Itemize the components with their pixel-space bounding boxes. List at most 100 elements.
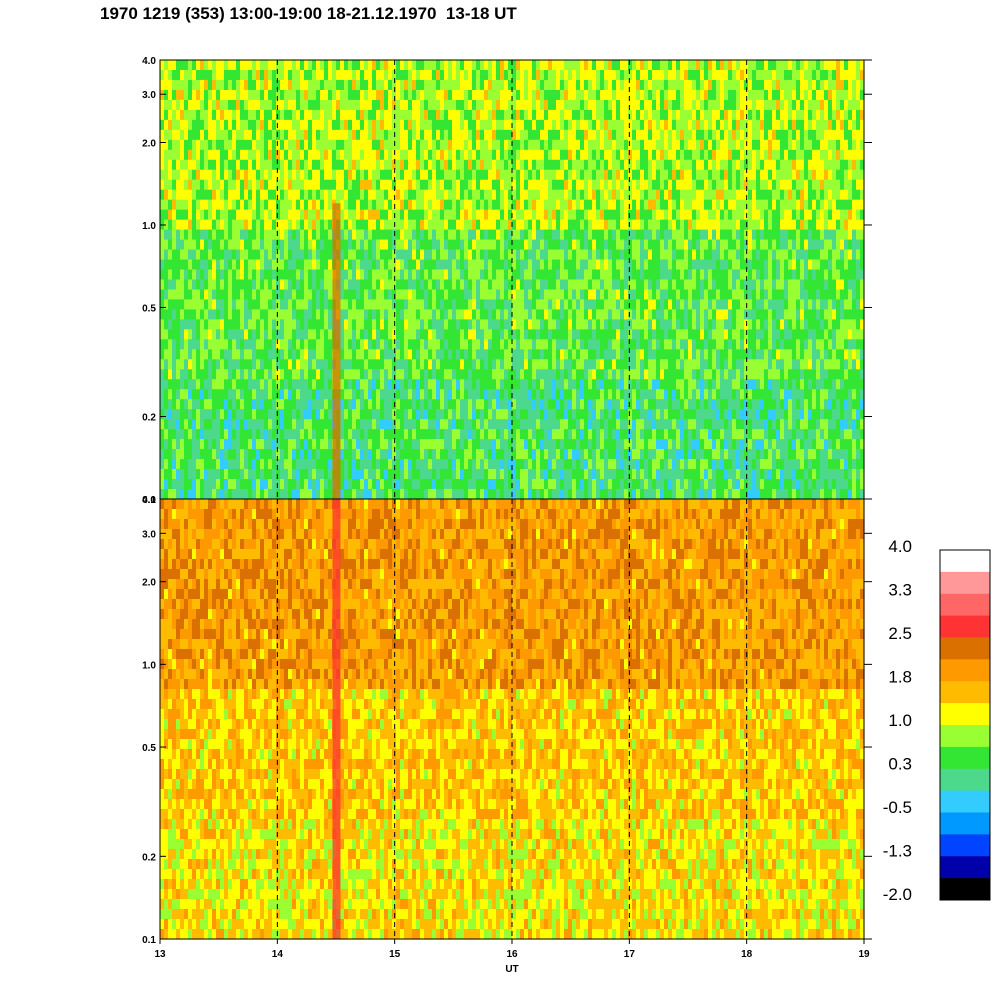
- heatmap-cell: [500, 139, 505, 151]
- heatmap-cell: [356, 259, 361, 271]
- heatmap-cell: [380, 269, 385, 281]
- heatmap-cell: [484, 199, 489, 211]
- heatmap-cell: [168, 389, 173, 400]
- heatmap-cell: [528, 359, 533, 370]
- heatmap-cell: [532, 369, 537, 380]
- heatmap-cell: [488, 69, 493, 81]
- heatmap-cell: [312, 139, 317, 151]
- heatmap-cell: [228, 339, 233, 350]
- heatmap-cell: [312, 259, 317, 271]
- heatmap-cell: [316, 129, 321, 141]
- heatmap-cell: [276, 449, 281, 460]
- heatmap-cell: [524, 479, 529, 490]
- heatmap-cell: [448, 189, 453, 201]
- heatmap-cell: [464, 419, 469, 430]
- heatmap-cell: [576, 409, 581, 420]
- heatmap-cell: [340, 169, 345, 181]
- heatmap-cell: [448, 379, 453, 390]
- heatmap-cell: [304, 319, 309, 330]
- heatmap-cell: [540, 299, 545, 311]
- heatmap-cell: [492, 69, 497, 81]
- heatmap-cell: [300, 339, 305, 350]
- heatmap-cell: [280, 299, 285, 311]
- heatmap-cell: [352, 469, 357, 480]
- heatmap-cell: [284, 359, 289, 370]
- heatmap-cell: [344, 399, 349, 410]
- heatmap-cell: [608, 299, 613, 311]
- heatmap-cell: [164, 89, 169, 101]
- heatmap-cell: [360, 89, 365, 101]
- heatmap-cell: [180, 179, 185, 191]
- heatmap-cell: [172, 199, 177, 211]
- heatmap-cell: [224, 179, 229, 191]
- heatmap-cell: [608, 389, 613, 400]
- heatmap-cell: [284, 259, 289, 271]
- heatmap-cell: [320, 459, 325, 470]
- heatmap-cell: [588, 199, 593, 211]
- heatmap-cell: [216, 129, 221, 141]
- heatmap-cell: [324, 439, 329, 450]
- heatmap-cell: [548, 439, 553, 450]
- heatmap-cell: [196, 369, 201, 380]
- heatmap-cell: [604, 89, 609, 101]
- heatmap-cell: [564, 449, 569, 460]
- heatmap-cell: [180, 389, 185, 400]
- heatmap-cell: [208, 109, 213, 121]
- heatmap-cell: [236, 129, 241, 141]
- heatmap-cell: [520, 79, 525, 91]
- heatmap-cell: [344, 119, 349, 131]
- heatmap-cell: [492, 179, 497, 191]
- heatmap-cell: [368, 249, 373, 261]
- heatmap-cell: [484, 349, 489, 360]
- heatmap-cell: [360, 239, 365, 251]
- heatmap-cell: [360, 129, 365, 141]
- heatmap-cell: [364, 60, 369, 71]
- heatmap-cell: [244, 109, 249, 121]
- heatmap-cell: [228, 139, 233, 151]
- heatmap-cell: [400, 149, 405, 161]
- heatmap-cell: [424, 239, 429, 251]
- heatmap-cell: [436, 269, 441, 281]
- heatmap-cell: [400, 359, 405, 370]
- heatmap-cell: [384, 269, 389, 281]
- heatmap-cell: [256, 69, 261, 81]
- heatmap-cell: [460, 139, 465, 151]
- heatmap-cell: [252, 469, 257, 480]
- heatmap-cell: [296, 119, 301, 131]
- heatmap-cell: [480, 329, 485, 340]
- heatmap-cell: [440, 209, 445, 221]
- heatmap-cell: [596, 169, 601, 181]
- heatmap-cell: [396, 429, 401, 440]
- heatmap-cell: [356, 179, 361, 191]
- heatmap-cell: [316, 379, 321, 390]
- heatmap-cell: [576, 339, 581, 350]
- heatmap-cell: [584, 229, 589, 241]
- heatmap-cell: [468, 419, 473, 430]
- heatmap-cell: [448, 389, 453, 400]
- heatmap-cell: [540, 109, 545, 121]
- heatmap-cell: [580, 60, 585, 71]
- heatmap-cell: [424, 419, 429, 430]
- heatmap-cell: [412, 409, 417, 420]
- heatmap-cell: [392, 269, 397, 281]
- heatmap-cell: [308, 99, 313, 111]
- heatmap-cell: [436, 239, 441, 251]
- heatmap-cell: [572, 99, 577, 111]
- heatmap-cell: [188, 459, 193, 470]
- heatmap-cell: [368, 169, 373, 181]
- heatmap-cell: [376, 219, 381, 231]
- heatmap-cell: [604, 479, 609, 490]
- heatmap-cell: [196, 139, 201, 151]
- heatmap-cell: [440, 89, 445, 101]
- heatmap-cell: [576, 99, 581, 111]
- heatmap-cell: [472, 209, 477, 221]
- heatmap-cell: [464, 279, 469, 291]
- heatmap-cell: [352, 60, 357, 71]
- heatmap-cell: [272, 259, 277, 271]
- heatmap-cell: [368, 289, 373, 301]
- heatmap-cell: [536, 269, 541, 281]
- heatmap-cell: [532, 449, 537, 460]
- heatmap-cell: [468, 489, 473, 500]
- heatmap-cell: [380, 409, 385, 420]
- heatmap-cell: [556, 489, 561, 500]
